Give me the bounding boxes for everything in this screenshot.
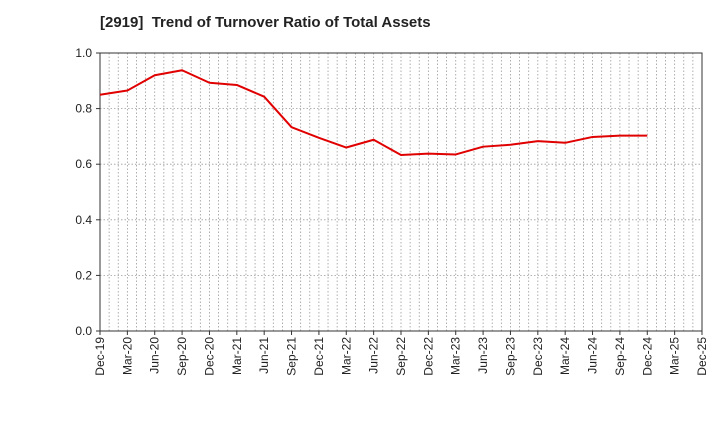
x-tick-label: Jun-24 <box>586 337 600 374</box>
axes <box>99 52 703 332</box>
series-group <box>99 69 648 157</box>
x-tick-labels: Dec-19 Mar-20 Jun-20 Sep-20 Dec-20 Mar-21 Jun-… <box>93 331 709 376</box>
x-tick-label: Mar-20 <box>120 337 134 375</box>
x-tick-label: Sep-23 <box>503 337 517 376</box>
x-tick-label: Dec-20 <box>202 337 216 376</box>
x-tick-label: Mar-24 <box>558 337 572 375</box>
x-tick-label: Jun-23 <box>476 337 490 374</box>
x-tick-label: Jun-21 <box>257 337 271 374</box>
x-tick-label: Dec-19 <box>93 337 107 376</box>
x-tick-label: Jun-22 <box>367 337 381 374</box>
x-tick-label: Sep-21 <box>285 337 299 376</box>
x-tick-label: Dec-23 <box>531 337 545 376</box>
y-tick-label: 0.2 <box>75 268 92 282</box>
x-tick-label: Jun-20 <box>148 337 162 374</box>
x-tick-label: Dec-22 <box>421 337 435 376</box>
x-tick-label: Sep-20 <box>175 337 189 376</box>
x-tick-label: Mar-25 <box>668 337 682 375</box>
x-tick-label: Mar-21 <box>230 337 244 375</box>
x-tick-label: Dec-21 <box>312 337 326 376</box>
y-tick-label: 1.0 <box>75 46 92 60</box>
x-tick-label: Dec-24 <box>640 337 654 376</box>
x-tick-label: Sep-24 <box>613 337 627 376</box>
y-tick-labels: 0.0 0.2 0.4 0.6 0.8 1.0 <box>75 46 100 338</box>
chart-title: [2919] Trend of Turnover Ratio of Total … <box>100 14 431 31</box>
y-tick-label: 0.8 <box>75 102 92 116</box>
y-tick-label: 0.0 <box>75 324 92 338</box>
x-tick-label: Sep-22 <box>394 337 408 376</box>
plot-frame <box>99 52 703 332</box>
y-tick-label: 0.6 <box>75 157 92 171</box>
x-tick-label: Mar-22 <box>339 337 353 375</box>
x-tick-label: Dec-25 <box>695 337 709 376</box>
x-tick-label: Mar-23 <box>449 337 463 375</box>
grid-lines <box>100 53 702 331</box>
y-tick-label: 0.4 <box>75 213 92 227</box>
